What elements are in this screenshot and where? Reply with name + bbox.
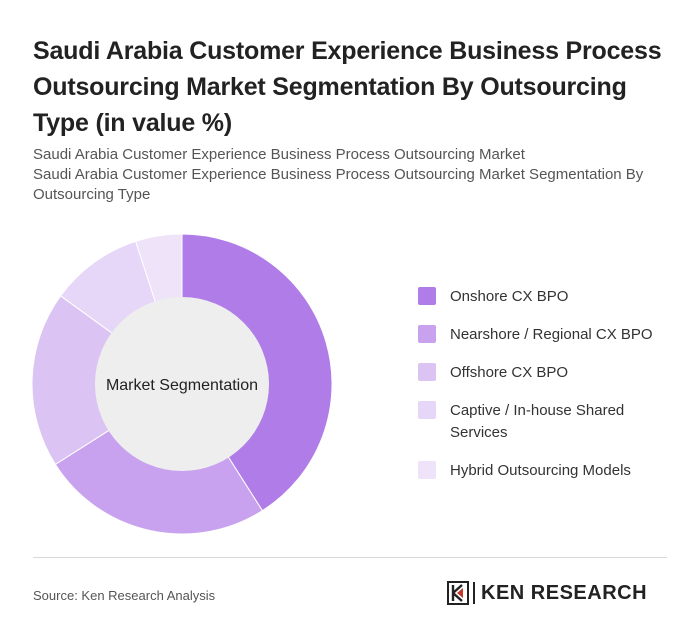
chart-title: Saudi Arabia Customer Experience Busines… bbox=[33, 37, 662, 137]
chart-legend: Onshore CX BPO Nearshore / Regional CX BP… bbox=[418, 286, 678, 498]
donut-center-label: Market Segmentation bbox=[106, 377, 258, 394]
legend-item: Nearshore / Regional CX BPO bbox=[418, 324, 678, 346]
legend-item: Captive / In-house Shared Services bbox=[418, 400, 678, 444]
legend-item: Onshore CX BPO bbox=[418, 286, 678, 308]
legend-item: Offshore CX BPO bbox=[418, 362, 678, 384]
logo-text: KEN RESEARCH bbox=[481, 581, 648, 604]
donut-chart: Market Segmentation bbox=[31, 233, 333, 535]
legend-label: Nearshore / Regional CX BPO bbox=[450, 326, 653, 343]
legend-label: Hybrid Outsourcing Models bbox=[450, 462, 631, 479]
source-note: Source: Ken Research Analysis bbox=[33, 588, 216, 603]
legend-swatch bbox=[418, 401, 436, 419]
subtitle-line-1: Saudi Arabia Customer Experience Busines… bbox=[33, 146, 525, 163]
chart-subtitle: Saudi Arabia Customer Experience Busines… bbox=[33, 145, 673, 205]
legend-label: Onshore CX BPO bbox=[450, 288, 569, 305]
ken-research-logo: KEN RESEARCH bbox=[447, 581, 647, 605]
legend-label: Captive / In-house Shared Services bbox=[450, 402, 625, 441]
subtitle-line-2: Saudi Arabia Customer Experience Busines… bbox=[33, 166, 644, 203]
legend-swatch bbox=[418, 461, 436, 479]
logo-separator bbox=[473, 582, 475, 604]
legend-swatch bbox=[418, 287, 436, 305]
legend-item: Hybrid Outsourcing Models bbox=[418, 460, 678, 482]
legend-label: Offshore CX BPO bbox=[450, 364, 569, 381]
legend-swatch bbox=[418, 325, 436, 343]
legend-swatch bbox=[418, 363, 436, 381]
ken-research-logo-mark bbox=[447, 581, 469, 605]
donut-hole bbox=[95, 297, 269, 471]
footer-divider bbox=[33, 557, 667, 558]
